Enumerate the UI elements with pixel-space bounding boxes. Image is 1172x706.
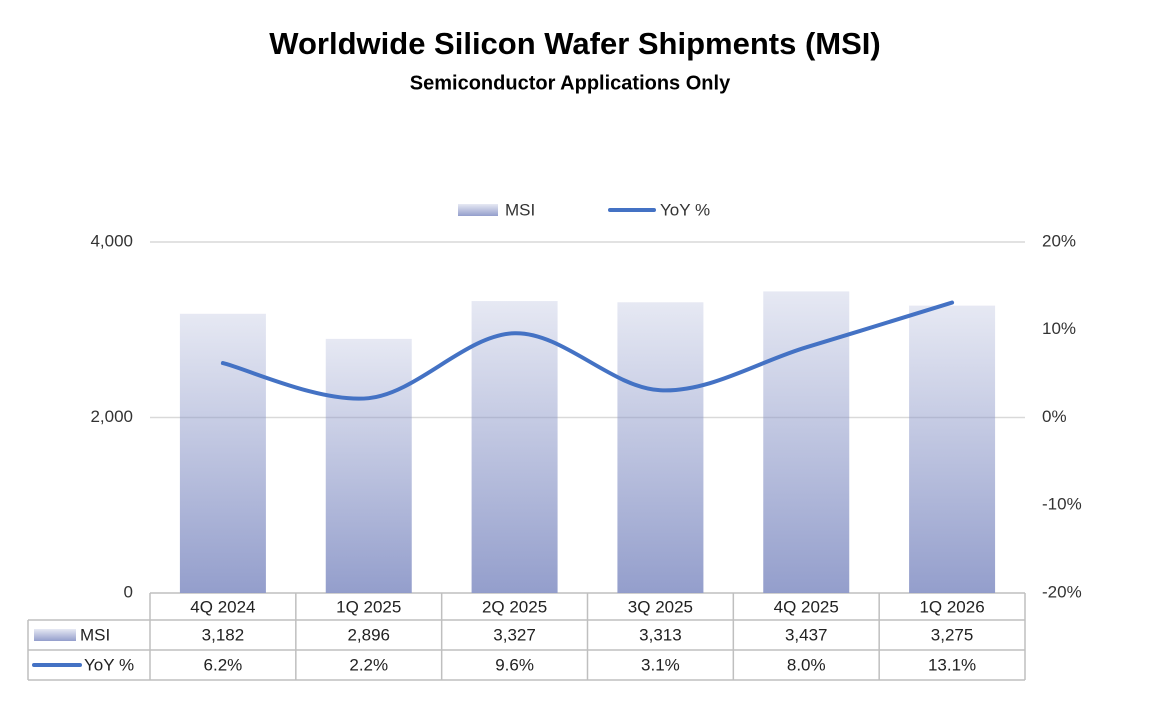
x-tick-label: 4Q 2024	[190, 597, 255, 616]
y-tick-label: 0	[124, 582, 133, 601]
legend-swatch	[34, 629, 76, 641]
y2-tick-label: -20%	[1042, 582, 1082, 601]
y2-tick-label: 20%	[1042, 231, 1076, 250]
bar	[617, 302, 704, 593]
line	[220, 300, 955, 401]
bar	[763, 291, 850, 593]
chart-title: Worldwide Silicon Wafer Shipments (MSI)	[269, 26, 880, 61]
table-cell: 3,437	[785, 625, 828, 644]
legend-swatch	[458, 204, 498, 216]
legend-label: YoY %	[660, 200, 710, 219]
table-cell: 3,182	[202, 625, 245, 644]
table-row-label: MSI	[80, 625, 110, 644]
table-cell: 2.2%	[349, 655, 388, 674]
table-cell: 2,896	[347, 625, 390, 644]
table-cell: 3,313	[639, 625, 682, 644]
y2-tick-label: 0%	[1042, 407, 1067, 426]
bar	[325, 338, 412, 593]
table-cell: 13.1%	[928, 655, 976, 674]
table-cell: 8.0%	[787, 655, 826, 674]
y2-tick-label: 10%	[1042, 319, 1076, 338]
y2-tick-label: -10%	[1042, 495, 1082, 514]
y-tick-label: 2,000	[90, 407, 133, 426]
y-tick-label: 4,000	[90, 231, 133, 250]
table-cell: 3,327	[493, 625, 536, 644]
x-tick-label: 4Q 2025	[774, 597, 839, 616]
x-tick-label: 1Q 2025	[336, 597, 401, 616]
x-tick-label: 1Q 2026	[919, 597, 984, 616]
table-cell: 6.2%	[204, 655, 243, 674]
x-tick-label: 2Q 2025	[482, 597, 547, 616]
table-cell: 3.1%	[641, 655, 680, 674]
chart-subtitle: Semiconductor Applications Only	[410, 72, 731, 94]
table-row-label: YoY %	[84, 655, 134, 674]
bar	[909, 305, 996, 593]
table-cell: 3,275	[931, 625, 974, 644]
bar	[471, 301, 558, 593]
bar	[179, 313, 266, 593]
x-tick-label: 3Q 2025	[628, 597, 693, 616]
legend-label: MSI	[505, 200, 535, 219]
table-cell: 9.6%	[495, 655, 534, 674]
